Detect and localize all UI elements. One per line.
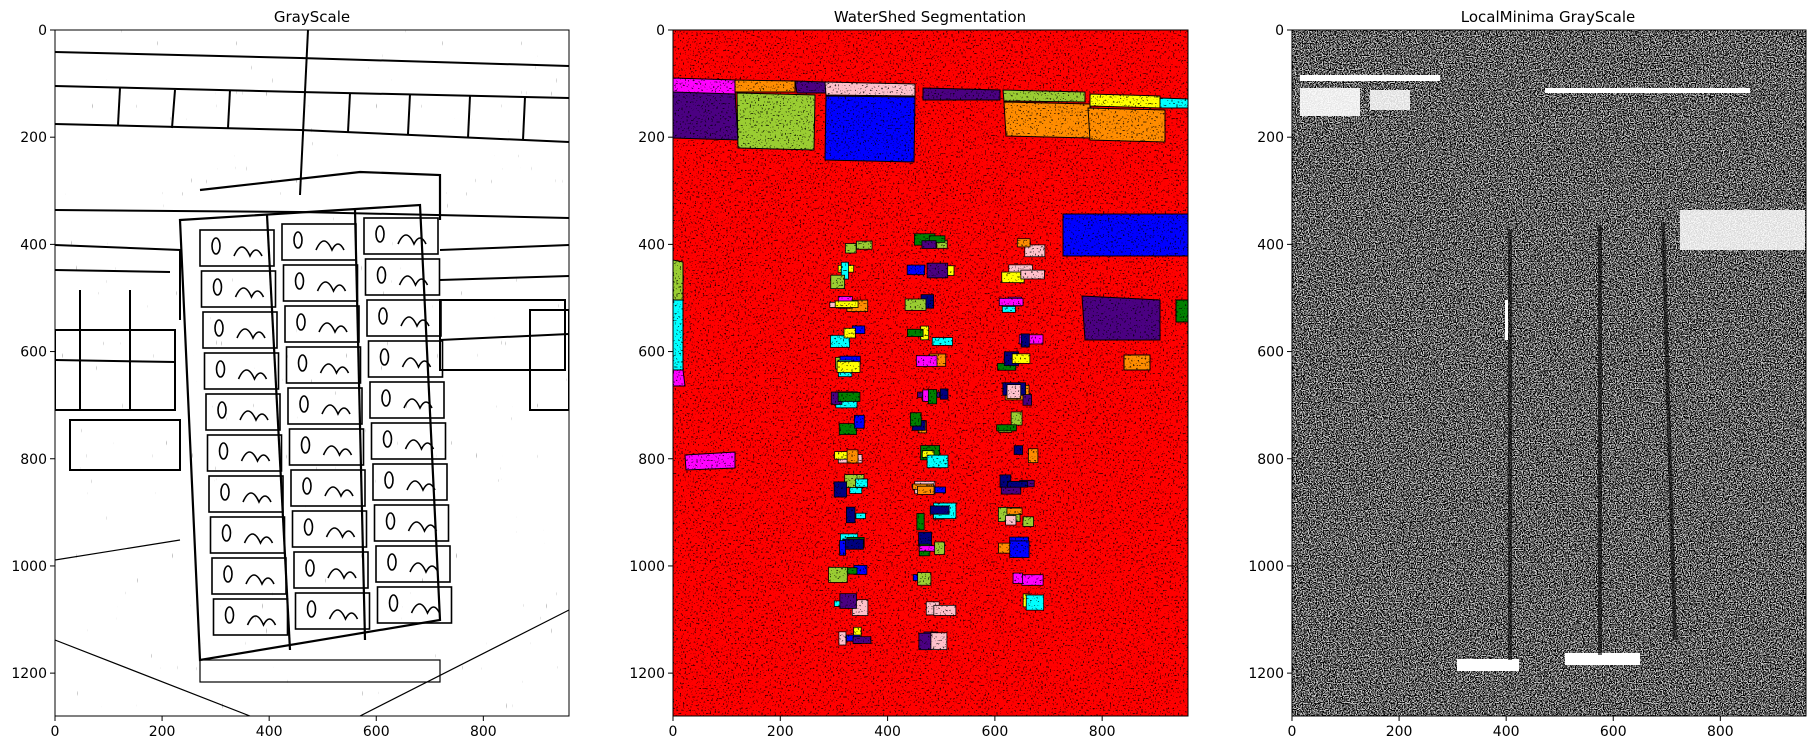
axes-frame bbox=[54, 29, 570, 717]
y-tick-label: 400 bbox=[1257, 237, 1284, 253]
y-tick-label: 400 bbox=[638, 237, 665, 253]
y-tick-label: 0 bbox=[1275, 23, 1284, 39]
y-tick-label: 200 bbox=[638, 130, 665, 146]
x-tick-label: 400 bbox=[874, 724, 901, 740]
x-tick-label: 0 bbox=[1288, 724, 1297, 740]
x-tick-label: 800 bbox=[1707, 724, 1734, 740]
y-tick-label: 800 bbox=[638, 452, 665, 468]
x-tick-label: 800 bbox=[470, 724, 497, 740]
x-tick-label: 400 bbox=[256, 724, 283, 740]
panel-title: WaterShed Segmentation bbox=[834, 8, 1026, 26]
panel-title: GrayScale bbox=[274, 8, 350, 26]
y-tick-label: 600 bbox=[1257, 345, 1284, 361]
x-tick-label: 200 bbox=[149, 724, 176, 740]
x-tick-label: 600 bbox=[363, 724, 390, 740]
y-tick-label: 200 bbox=[1257, 130, 1284, 146]
y-tick-label: 1200 bbox=[629, 666, 665, 682]
grayscale-image bbox=[55, 30, 569, 716]
y-tick-label: 0 bbox=[656, 23, 665, 39]
y-tick-label: 600 bbox=[20, 345, 47, 361]
y-tick-label: 1000 bbox=[11, 559, 47, 575]
y-tick-label: 1000 bbox=[1248, 559, 1284, 575]
y-tick-label: 600 bbox=[638, 345, 665, 361]
axes-frame bbox=[1291, 29, 1807, 717]
y-ticks: 0 200 400 600 800 1000 1200 bbox=[11, 23, 55, 682]
panel-watershed: WaterShed Segmentation bbox=[629, 8, 1189, 740]
x-tick-label: 600 bbox=[982, 724, 1009, 740]
axes-frame bbox=[672, 29, 1189, 717]
x-tick-label: 800 bbox=[1089, 724, 1116, 740]
x-tick-label: 400 bbox=[1493, 724, 1520, 740]
x-tick-label: 200 bbox=[1386, 724, 1413, 740]
panel-title: LocalMinima GrayScale bbox=[1461, 8, 1635, 26]
y-tick-label: 1200 bbox=[1248, 666, 1284, 682]
y-tick-label: 200 bbox=[20, 130, 47, 146]
panel-localminima: LocalMinima GrayScale 0 200 400 600 800 bbox=[1248, 8, 1807, 740]
y-tick-label: 0 bbox=[38, 23, 47, 39]
x-tick-label: 0 bbox=[669, 724, 678, 740]
localminima-image bbox=[1292, 30, 1806, 716]
panel-grayscale: GrayScale bbox=[11, 8, 570, 740]
y-tick-label: 1200 bbox=[11, 666, 47, 682]
x-tick-label: 0 bbox=[51, 724, 60, 740]
y-tick-label: 800 bbox=[1257, 452, 1284, 468]
y-tick-label: 800 bbox=[20, 452, 47, 468]
x-tick-label: 200 bbox=[767, 724, 794, 740]
y-ticks: 0 200 400 600 800 1000 1200 bbox=[629, 23, 673, 682]
watershed-image bbox=[673, 30, 1188, 716]
x-ticks: 0 200 400 600 800 bbox=[51, 716, 497, 740]
x-ticks: 0 200 400 600 800 bbox=[669, 716, 1116, 740]
x-tick-label: 600 bbox=[1600, 724, 1627, 740]
y-tick-label: 400 bbox=[20, 237, 47, 253]
y-ticks: 0 200 400 600 800 1000 1200 bbox=[1248, 23, 1292, 682]
x-ticks: 0 200 400 600 800 bbox=[1288, 716, 1734, 740]
y-tick-label: 1000 bbox=[629, 559, 665, 575]
